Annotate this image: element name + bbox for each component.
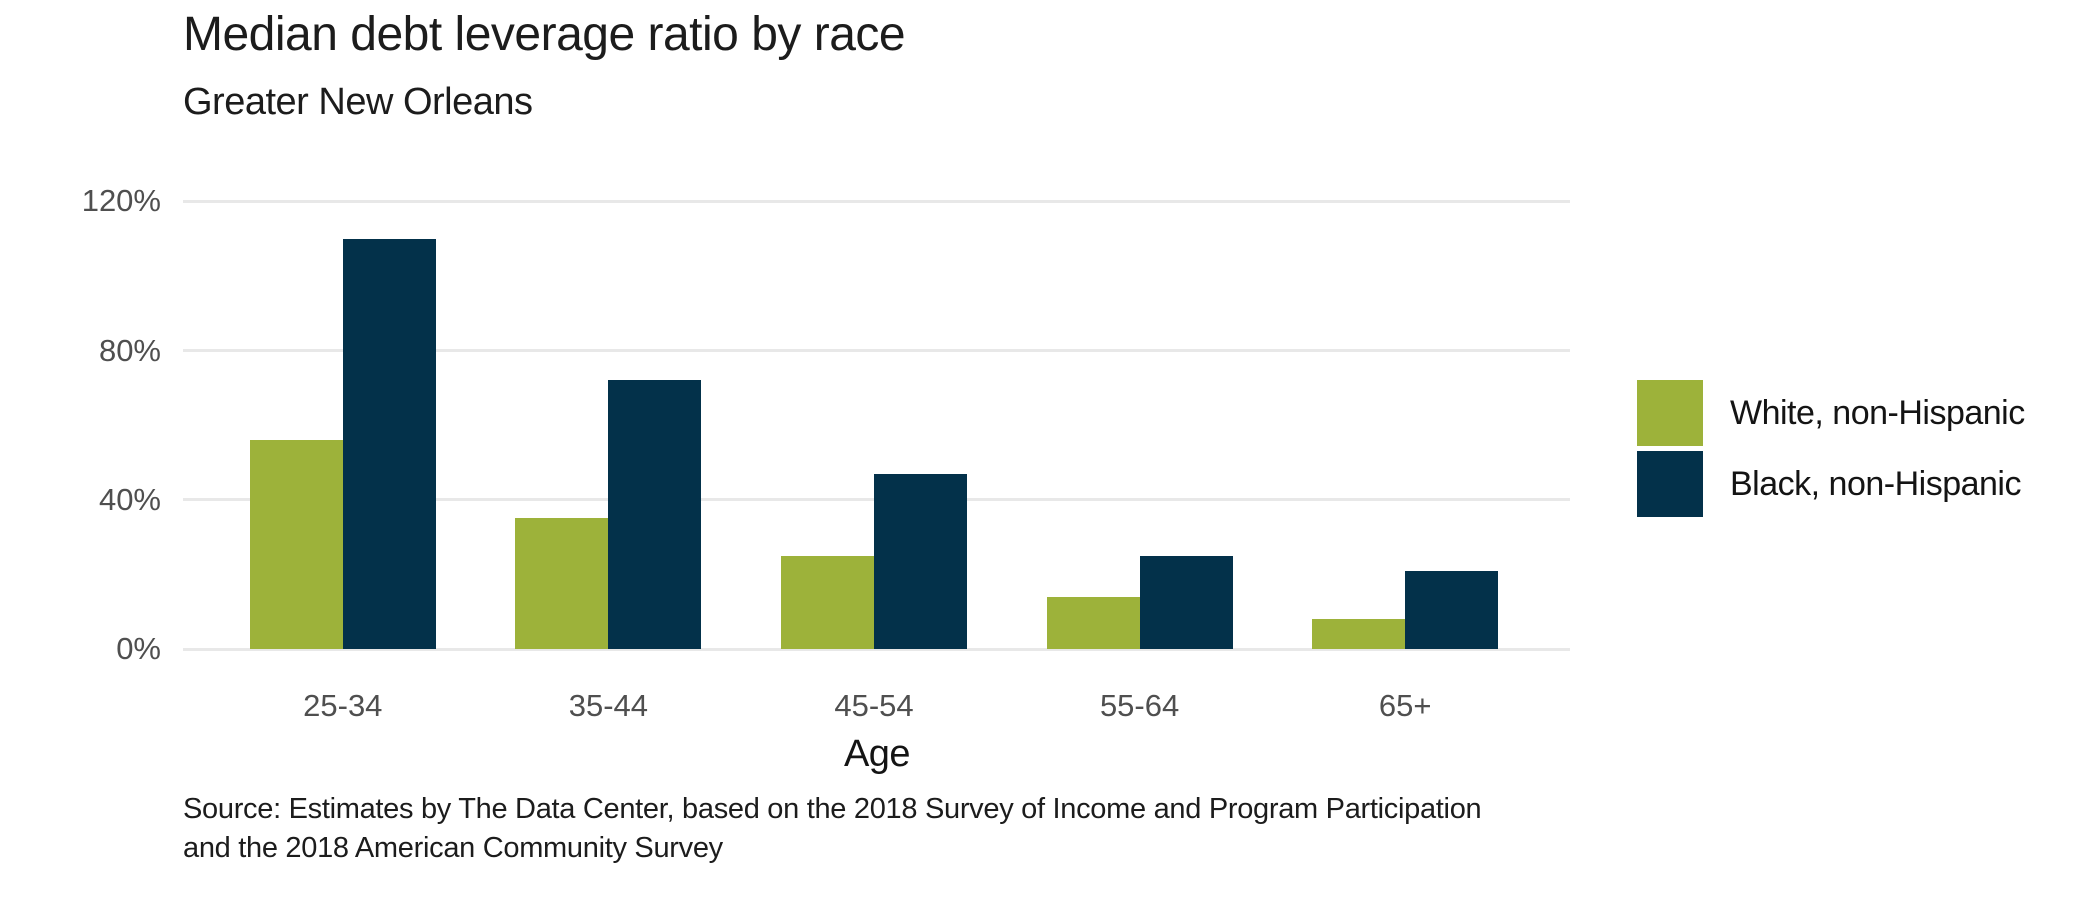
source-line-1: Source: Estimates by The Data Center, ba… — [183, 793, 1482, 825]
x-tick-label-45-54: 45-54 — [834, 688, 914, 723]
bar-group-55-64 — [1007, 149, 1273, 649]
legend-label: White, non-Hispanic — [1730, 393, 2025, 432]
gridline-120 — [183, 199, 1570, 203]
bar-group-45-54 — [741, 149, 1007, 649]
source-line-2: and the 2018 American Community Survey — [183, 832, 723, 864]
bar-group-25-34 — [210, 149, 476, 649]
x-tick-label-35-44: 35-44 — [568, 688, 649, 723]
x-tick-label-65+: 65+ — [1378, 688, 1432, 723]
legend-item: White, non-Hispanic — [1637, 380, 2025, 446]
legend-swatch — [1637, 451, 1703, 517]
legend-item: Black, non-Hispanic — [1637, 451, 2025, 517]
bar-group-35-44 — [476, 149, 742, 649]
source-note: Source: Estimates by The Data Center, ba… — [183, 790, 1482, 868]
chart-subtitle: Greater New Orleans — [183, 81, 533, 123]
y-tick-label-120: 120% — [81, 183, 161, 219]
bars-area — [210, 149, 1538, 649]
bar-45-54-white — [780, 555, 874, 649]
bar-25-34-white — [249, 440, 343, 649]
chart-title: Median debt leverage ratio by race — [183, 8, 906, 61]
bar-group-65+ — [1272, 149, 1538, 649]
x-tick-label-25-34: 25-34 — [303, 688, 383, 723]
gridline-0 — [183, 647, 1570, 651]
bar-55-64-white — [1046, 596, 1140, 649]
bar-45-54-black — [873, 473, 967, 649]
bar-35-44-white — [515, 518, 609, 649]
legend-label: Black, non-Hispanic — [1730, 464, 2021, 503]
y-tick-label-80: 80% — [98, 332, 161, 368]
bar-25-34-black — [342, 238, 436, 649]
bar-65+-white — [1312, 619, 1406, 649]
legend-swatch — [1637, 380, 1703, 446]
plot-area: 0% 40% 80% 120% — [82, 149, 1570, 666]
gridline-80 — [183, 349, 1570, 352]
bar-65+-black — [1405, 570, 1499, 649]
legend: White, non-Hispanic Black, non-Hispanic — [1637, 380, 2025, 522]
bar-35-44-black — [608, 380, 702, 649]
x-axis-title: Age — [843, 733, 911, 775]
y-tick-label-0: 0% — [116, 631, 161, 666]
y-tick-label-40: 40% — [98, 481, 161, 517]
x-tick-label-55-64: 55-64 — [1099, 688, 1180, 723]
bar-55-64-black — [1139, 555, 1233, 649]
